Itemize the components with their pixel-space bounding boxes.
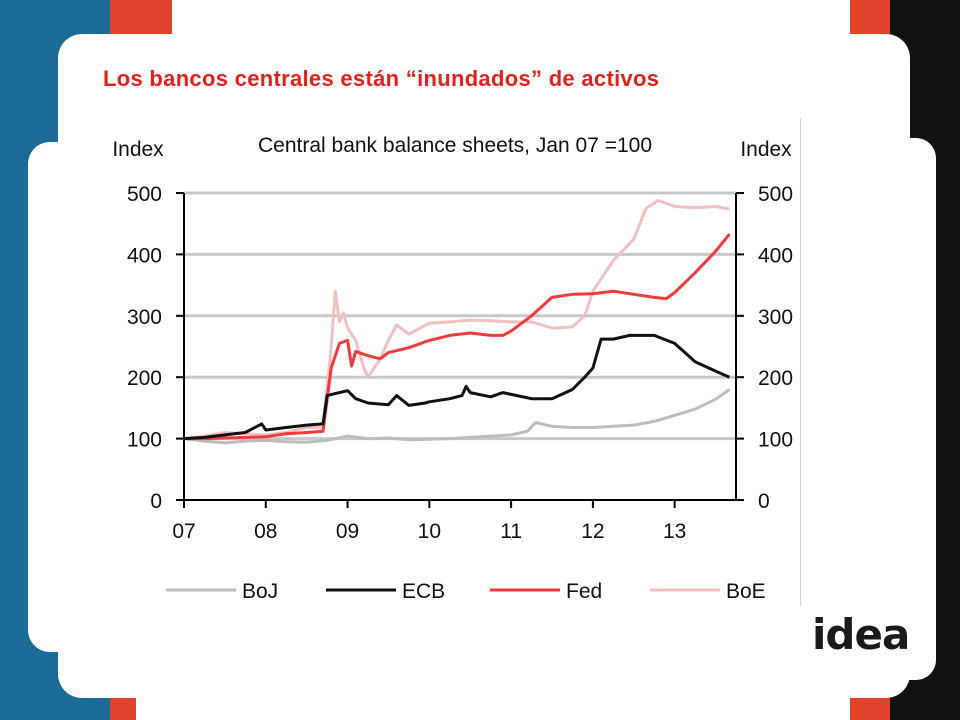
y-tick-label-right: 400: [758, 244, 793, 267]
chart-frame-divider: [800, 118, 801, 606]
legend-label-boj: BoJ: [242, 580, 278, 603]
y-tick-label-right: 500: [758, 183, 793, 206]
x-tick-label: 09: [336, 520, 359, 543]
idea-logo: idea: [812, 610, 910, 659]
bottom-red-accent: [110, 698, 136, 720]
y-tick-label-left: 300: [127, 306, 162, 329]
y-tick-label-right: 200: [758, 367, 793, 390]
series-line-boj: [183, 388, 731, 445]
x-tick-label: 10: [418, 520, 441, 543]
balance-sheet-chart: Central bank balance sheets, Jan 07 =100…: [112, 134, 793, 603]
legend-label-boe: BoE: [726, 580, 766, 603]
series-line-fed: [184, 233, 731, 441]
slide-card-left-tab: [28, 142, 88, 652]
y-tick-label-left: 200: [127, 367, 162, 390]
bottom-right-red-accent: [850, 698, 890, 720]
y-tick-label-left: 0: [150, 490, 162, 513]
slide-card: [58, 34, 910, 698]
y-tick-label-left: 100: [127, 429, 162, 452]
x-tick-label: 08: [254, 520, 277, 543]
y-tick-label-right: 0: [758, 490, 770, 513]
y-tick-label-right: 100: [758, 429, 793, 452]
x-tick-label: 11: [500, 520, 522, 543]
legend-label-fed: Fed: [566, 580, 602, 603]
left-red-accent: [110, 0, 172, 34]
chart-title: Central bank balance sheets, Jan 07 =100: [258, 134, 652, 157]
slide-card-right-tab: [880, 138, 936, 680]
legend-label-ecb: ECB: [402, 580, 445, 603]
y-axis-label-right: Index: [740, 138, 792, 161]
y-tick-label-left: 500: [127, 183, 162, 206]
y-tick-label-left: 400: [127, 244, 162, 267]
x-tick-label: 13: [663, 520, 686, 543]
y-axis-label-left: Index: [112, 138, 164, 161]
x-tick-label: 07: [172, 520, 195, 543]
x-tick-label: 12: [581, 520, 604, 543]
series-line-ecb: [183, 333, 731, 441]
y-tick-label-right: 300: [758, 306, 793, 329]
series-line-boe: [183, 198, 730, 441]
slide-title: Los bancos centrales están “inundados” d…: [103, 66, 660, 91]
right-red-accent: [850, 0, 890, 34]
